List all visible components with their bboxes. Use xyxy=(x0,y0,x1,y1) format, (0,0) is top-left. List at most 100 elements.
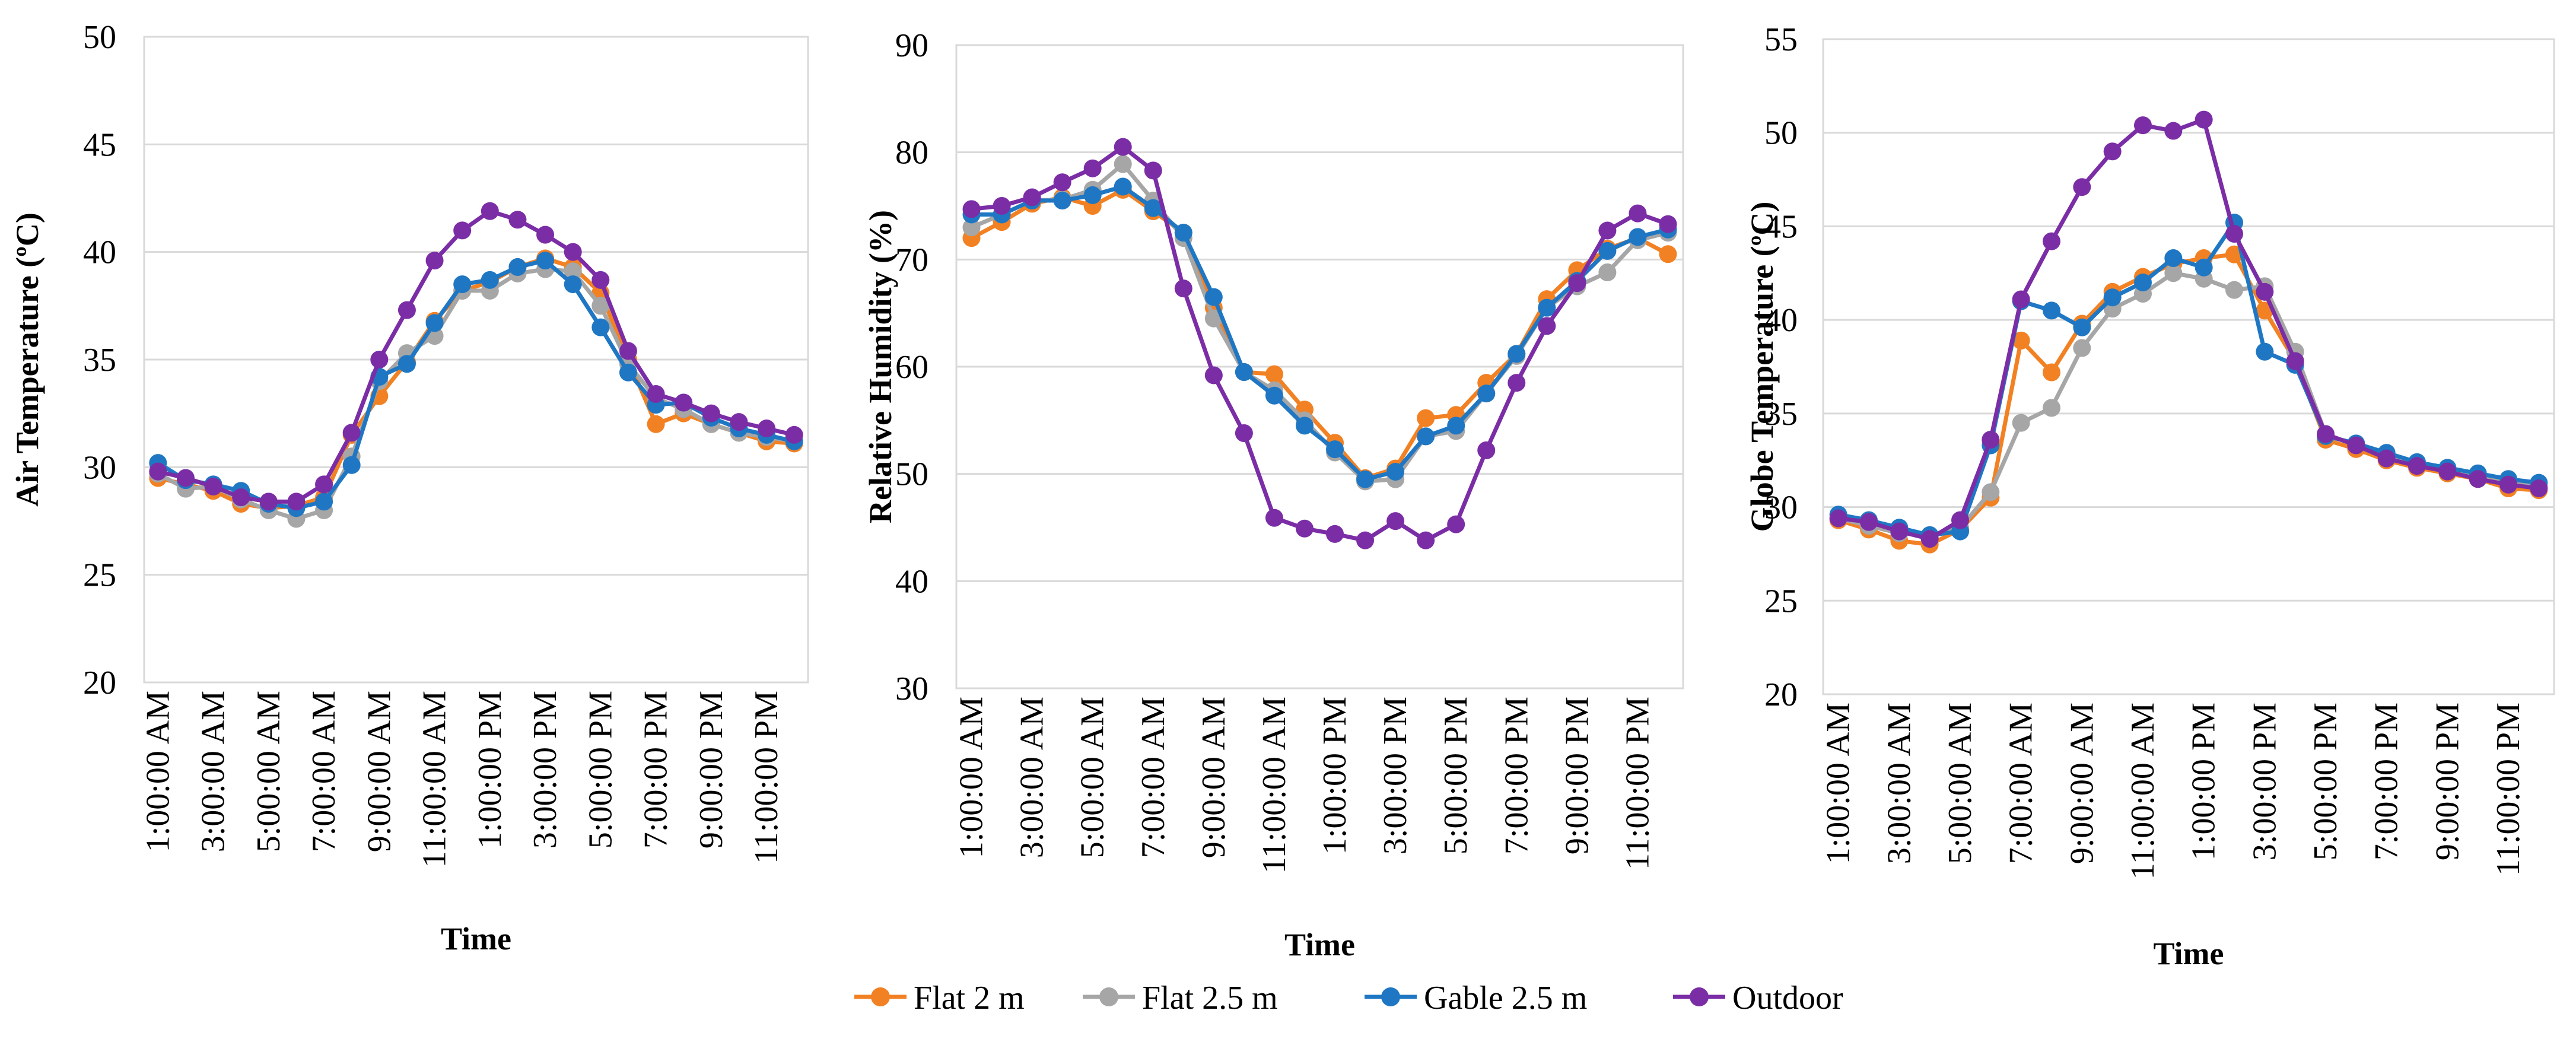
y-tick-label: 40 xyxy=(895,563,928,600)
data-point xyxy=(1053,173,1071,192)
data-point xyxy=(370,351,389,368)
y-tick-label: 20 xyxy=(83,665,116,701)
x-axis-title: Time xyxy=(441,921,511,957)
chart-3: 20 25 30 35 40 45 50 55 1:00:00 AM 3:00:00 AM 5:00… xyxy=(1744,21,2555,971)
data-point xyxy=(1598,242,1617,260)
data-point xyxy=(1144,199,1162,217)
data-point xyxy=(1053,191,1071,209)
data-point xyxy=(2073,318,2091,336)
data-point xyxy=(1982,483,2000,501)
data-point xyxy=(1114,177,1132,196)
data-point xyxy=(2286,352,2304,370)
data-point xyxy=(1417,409,1435,427)
charts-container: 20 25 30 35 40 45 50 1:00:00 AM 3:00:00 AM 5:00:0… xyxy=(9,19,2555,971)
data-point xyxy=(1265,509,1283,527)
data-point xyxy=(2012,290,2030,309)
data-point xyxy=(259,493,278,511)
y-axis-title: Globe Temperature (ºC) xyxy=(1744,202,1780,532)
data-point xyxy=(315,493,333,511)
data-point xyxy=(2195,110,2213,129)
data-point xyxy=(2012,414,2030,432)
y-axis-title: Relative Humidity (%) xyxy=(863,210,898,523)
legend-item: Outdoor xyxy=(1673,980,1843,1016)
data-point xyxy=(1174,279,1192,298)
data-point xyxy=(1295,519,1314,538)
data-point xyxy=(2317,425,2335,443)
data-point xyxy=(425,314,444,332)
data-point xyxy=(481,202,499,220)
y-tick-label: 30 xyxy=(1764,490,1798,526)
x-tick-label: 3:00:00 PM xyxy=(2246,703,2283,860)
data-point xyxy=(2073,178,2091,196)
x-tick-label: 1:00:00 PM xyxy=(1316,697,1353,854)
data-point xyxy=(647,415,665,433)
data-point xyxy=(1920,530,1939,548)
data-point xyxy=(2256,342,2274,361)
data-point xyxy=(1295,417,1314,435)
data-point xyxy=(2164,264,2183,282)
data-point xyxy=(993,197,1011,215)
data-point xyxy=(619,363,637,382)
data-point xyxy=(2043,301,2060,320)
x-tick-label: 9:00:00 PM xyxy=(1559,697,1595,854)
data-point xyxy=(619,342,637,360)
data-point xyxy=(1629,204,1647,223)
data-point xyxy=(1265,386,1283,405)
y-tick-label: 40 xyxy=(1764,302,1798,339)
x-tick-label: 11:00:00 AM xyxy=(2125,703,2161,879)
x-tick-label: 3:00:00 PM xyxy=(527,691,564,849)
data-point xyxy=(453,275,472,294)
y-tick-label: 80 xyxy=(895,135,928,171)
data-point xyxy=(2043,363,2060,382)
data-point xyxy=(1447,417,1465,435)
legend-label: Flat 2 m xyxy=(914,980,1025,1016)
data-point xyxy=(1114,138,1132,156)
data-point xyxy=(2408,457,2426,475)
data-point xyxy=(2012,331,2030,349)
y-tick-label: 60 xyxy=(895,349,928,386)
data-point xyxy=(1326,440,1344,459)
x-tick-label: 7:00:00 PM xyxy=(638,691,675,849)
data-point xyxy=(397,355,416,373)
data-point xyxy=(1890,522,1909,541)
data-point xyxy=(2103,288,2122,307)
data-point xyxy=(1083,186,1102,204)
data-point xyxy=(1982,431,2000,449)
y-tick-label: 35 xyxy=(1764,396,1798,433)
x-tick-label: 5:00:00 AM xyxy=(1074,697,1111,858)
legend-marker xyxy=(871,987,890,1006)
data-point xyxy=(1417,427,1435,446)
data-point xyxy=(1417,531,1435,549)
data-point xyxy=(1356,470,1375,488)
y-tick-label: 90 xyxy=(895,27,928,64)
x-tick-label: 3:00:00 AM xyxy=(195,691,232,852)
data-point xyxy=(287,493,306,511)
x-tick-label: 1:00:00 PM xyxy=(2186,703,2222,860)
legend-item: Gable 2.5 m xyxy=(1365,980,1587,1016)
x-tick-label: 3:00:00 AM xyxy=(1014,697,1051,858)
data-point xyxy=(2469,470,2487,488)
x-tick-label: 11:00:00 PM xyxy=(1619,697,1656,870)
data-point xyxy=(2073,339,2091,357)
data-point xyxy=(1477,385,1496,403)
data-point xyxy=(2438,462,2457,481)
data-point xyxy=(536,252,555,270)
data-point xyxy=(1508,374,1526,392)
x-tick-label: 9:00:00 PM xyxy=(693,691,730,849)
data-point xyxy=(1083,159,1102,177)
x-tick-label: 3:00:00 PM xyxy=(1377,697,1414,854)
x-tick-label: 7:00:00 PM xyxy=(2368,703,2405,860)
data-point xyxy=(962,200,981,218)
legend: Flat 2 m Flat 2.5 m Gable 2.5 m Outdoor xyxy=(854,980,1843,1016)
data-point xyxy=(758,420,776,438)
data-point xyxy=(397,301,416,319)
data-point xyxy=(1568,274,1586,293)
legend-item: Flat 2.5 m xyxy=(1083,980,1278,1016)
data-point xyxy=(1204,309,1223,328)
data-point xyxy=(204,477,222,495)
chart-1: 20 25 30 35 40 45 50 1:00:00 AM 3:00:00 AM 5:00:0… xyxy=(9,19,809,957)
y-tick-label: 25 xyxy=(1764,583,1798,619)
x-tick-label: 9:00:00 AM xyxy=(1195,697,1232,858)
legend-label: Gable 2.5 m xyxy=(1424,980,1587,1016)
